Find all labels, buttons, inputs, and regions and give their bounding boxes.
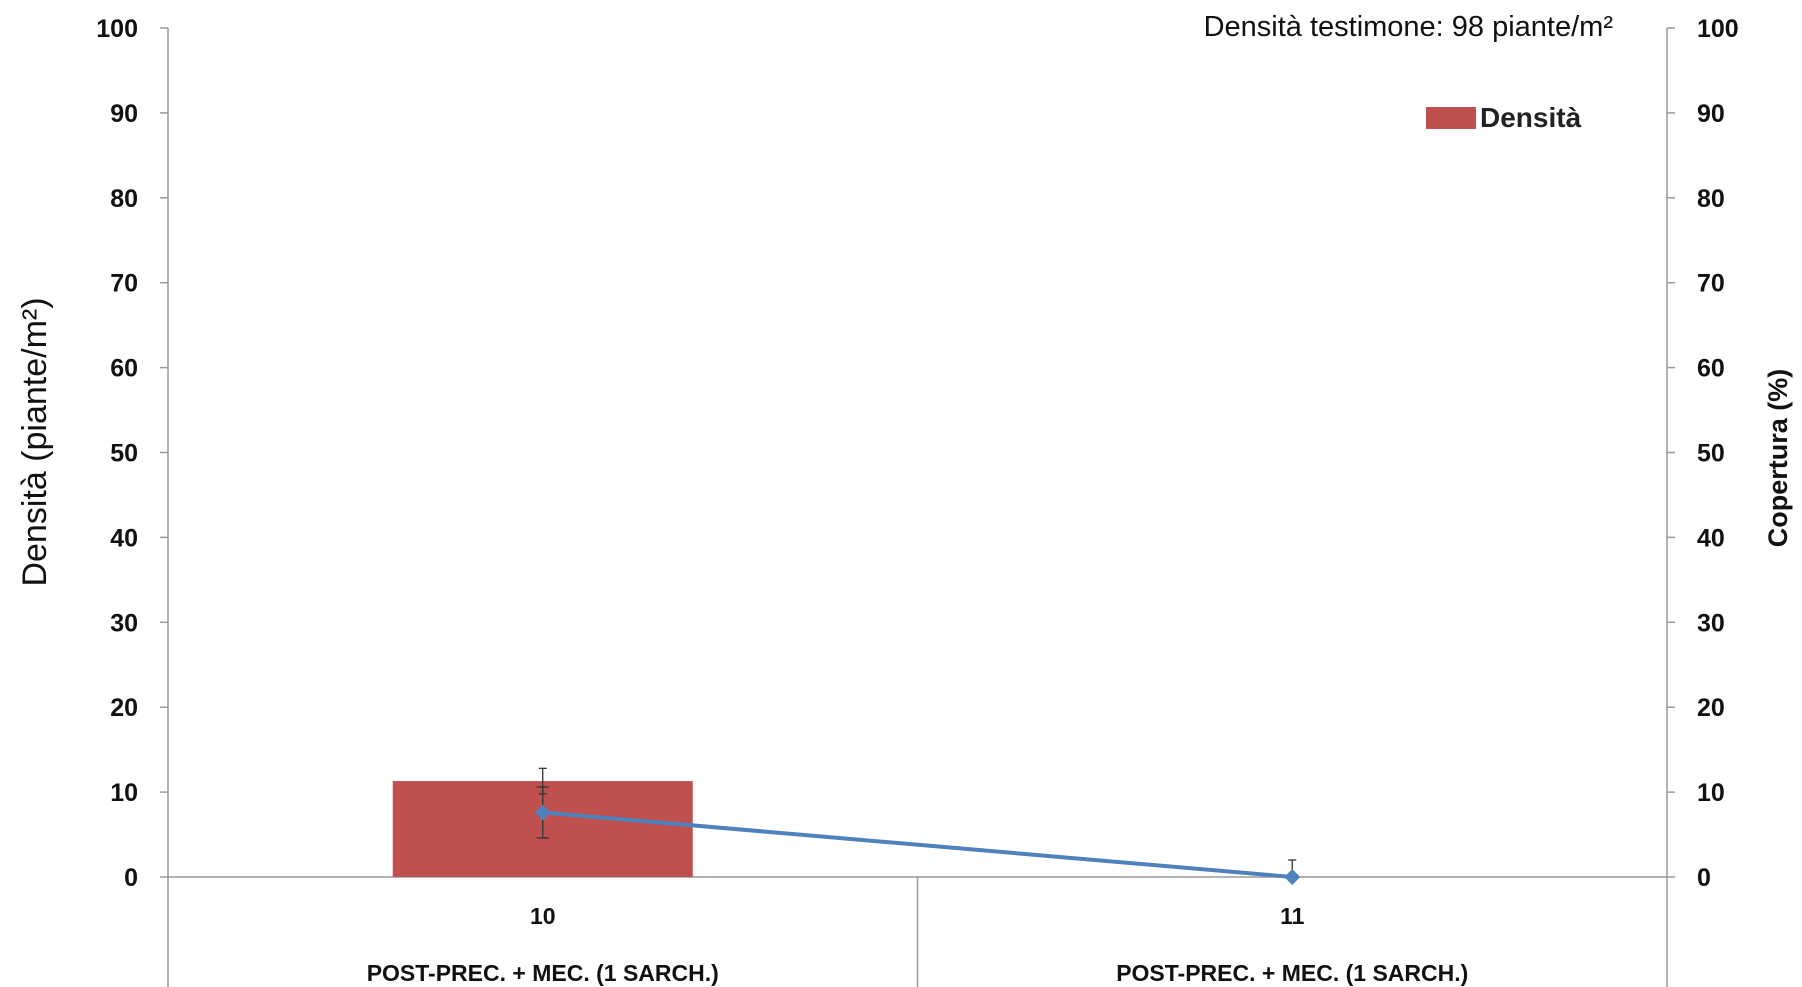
y-tick-label-left: 0	[124, 864, 138, 892]
category-labels: 10 POST-PREC. + MEC. (1 SARCH.) 11 POST-PRE…	[367, 903, 1469, 986]
y-tick-label-left: 20	[110, 694, 138, 722]
line-series	[534, 786, 1301, 885]
x-group-label: POST-PREC. + MEC. (1 SARCH.)	[1116, 960, 1468, 986]
y-tick-label-left: 50	[110, 440, 138, 468]
point-copertura	[534, 804, 551, 821]
point-copertura	[1284, 869, 1301, 885]
y-tick-label-right: 40	[1697, 524, 1725, 552]
y-tick-label-right: 30	[1697, 609, 1725, 637]
legend: Densità	[1426, 102, 1582, 133]
y-tick-label-right: 50	[1697, 440, 1725, 468]
x-tick-label: 10	[530, 903, 556, 929]
y-tick-label-right: 70	[1697, 270, 1725, 298]
line-copertura	[542, 810, 1293, 879]
y-tick-label-right: 90	[1697, 100, 1725, 128]
y-tick-label-right: 100	[1697, 15, 1739, 43]
control-density-note: Densità testimone: 98 piante/m²	[1204, 11, 1614, 43]
y-tick-label-left: 40	[110, 524, 138, 552]
y-tick-label-right: 0	[1697, 864, 1711, 892]
y-axis-label-right: Copertura (%)	[1763, 369, 1793, 548]
y-tick-label-left: 60	[110, 355, 138, 383]
y-tick-label-right: 10	[1697, 779, 1725, 807]
x-tick-label: 11	[1280, 903, 1305, 929]
y-tick-label-left: 90	[110, 100, 138, 128]
y-tick-label-left: 100	[96, 15, 138, 43]
y-tick-label-left: 30	[110, 609, 138, 637]
y-tick-label-right: 20	[1697, 694, 1725, 722]
left-axis-ticks: 0 10 20 30 40 50 60 70 80 90 100	[96, 15, 168, 892]
legend-swatch-density	[1426, 107, 1476, 129]
legend-label-density: Densità	[1480, 102, 1582, 133]
y-tick-label-left: 70	[110, 270, 138, 298]
y-tick-label-left: 80	[110, 185, 138, 213]
y-axis-label-left: Densità (piante/m²)	[16, 297, 54, 586]
right-axis-ticks: 0 10 20 30 40 50 60 70 80 90 100	[1667, 15, 1739, 892]
y-tick-label-right: 60	[1697, 355, 1725, 383]
y-tick-label-left: 10	[110, 779, 138, 807]
x-group-label: POST-PREC. + MEC. (1 SARCH.)	[367, 960, 719, 986]
y-tick-label-right: 80	[1697, 185, 1725, 213]
bar-series	[392, 767, 1297, 877]
